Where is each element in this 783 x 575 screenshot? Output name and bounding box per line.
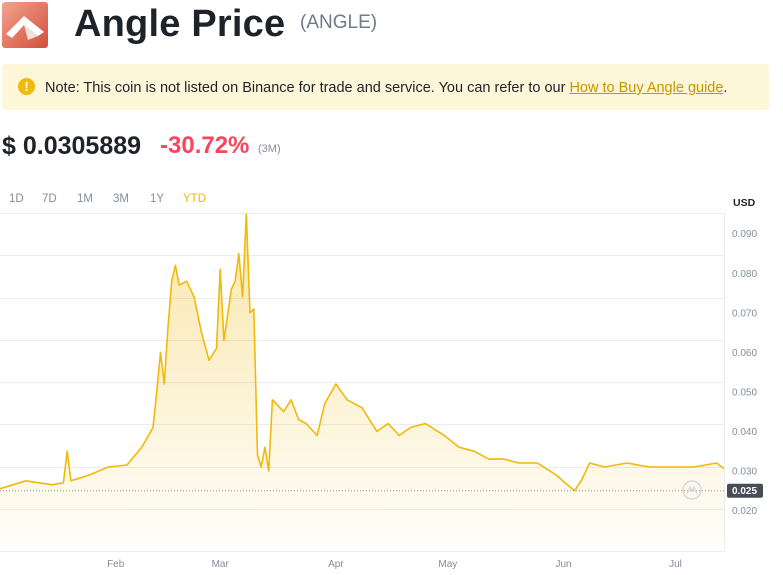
y-tick-label: 0.070 bbox=[732, 308, 757, 319]
x-tick-label: Mar bbox=[212, 559, 230, 570]
currency-label: USD bbox=[733, 197, 756, 209]
x-tick-label: Feb bbox=[107, 559, 125, 570]
y-tick-label: 0.020 bbox=[732, 506, 757, 517]
x-tick-label: Apr bbox=[328, 559, 344, 570]
y-tick-label: 0.050 bbox=[732, 387, 757, 398]
range-3m[interactable]: 3M bbox=[113, 193, 129, 205]
range-1d[interactable]: 1D bbox=[9, 193, 24, 205]
how-to-buy-link[interactable]: How to Buy Angle guide bbox=[569, 80, 724, 96]
range-ytd[interactable]: YTD bbox=[183, 193, 206, 205]
x-tick-label: May bbox=[438, 559, 457, 570]
coin-symbol: (ANGLE) bbox=[300, 12, 378, 33]
listing-note-banner: ! Note: This coin is not listed on Binan… bbox=[2, 64, 769, 110]
price-area bbox=[0, 214, 724, 550]
note-trailing: . bbox=[723, 80, 728, 96]
current-price-tag-label: 0.025 bbox=[732, 486, 757, 497]
current-price: $ 0.0305889 bbox=[2, 132, 142, 160]
y-tick-label: 0.090 bbox=[732, 229, 757, 240]
change-period: (3M) bbox=[258, 143, 281, 155]
x-tick-label: Jun bbox=[555, 559, 571, 570]
info-exclamation-icon: ! bbox=[18, 78, 35, 95]
page-title: Angle Price bbox=[74, 3, 286, 45]
note-message: Note: This coin is not listed on Binance… bbox=[45, 80, 570, 96]
range-7d[interactable]: 7D bbox=[42, 193, 57, 205]
price-change: -30.72% bbox=[160, 132, 250, 159]
y-tick-label: 0.030 bbox=[732, 466, 757, 477]
y-tick-label: 0.080 bbox=[732, 269, 757, 280]
price-chart[interactable]: 0.020 0.030 0.040 0.050 0.060 0.070 0.080 0.090… bbox=[0, 212, 783, 575]
x-tick-label: Jul bbox=[669, 559, 682, 570]
price-line bbox=[0, 213, 725, 492]
range-1m[interactable]: 1M bbox=[77, 193, 93, 205]
y-tick-label: 0.040 bbox=[732, 427, 757, 438]
range-1y[interactable]: 1Y bbox=[150, 193, 165, 205]
note-text: Note: This coin is not listed on Binance… bbox=[45, 79, 727, 97]
y-tick-label: 0.060 bbox=[732, 348, 757, 359]
chart-watermark-icon bbox=[682, 480, 702, 500]
current-price-tag: 0.025 bbox=[727, 483, 763, 498]
angle-logo-icon bbox=[2, 2, 48, 48]
page-header: Angle Price (ANGLE) bbox=[0, 0, 783, 50]
